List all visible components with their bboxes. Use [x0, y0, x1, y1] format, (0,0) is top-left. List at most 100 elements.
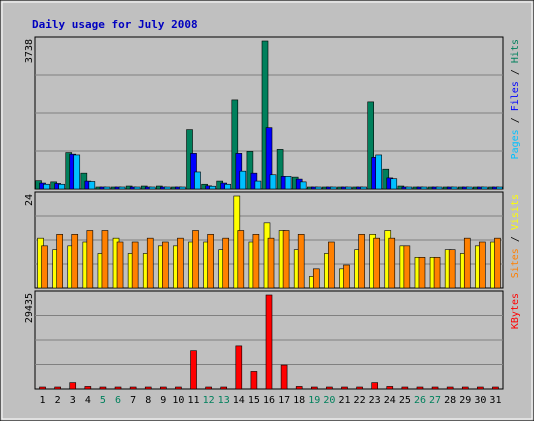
- day-label-8: 8: [145, 395, 151, 406]
- legend-part: Pages: [510, 129, 521, 159]
- day-label-7: 7: [130, 395, 136, 406]
- bar-hits-pages-day-16: [269, 174, 277, 190]
- bar-kbytes-kbytes-day-30: [477, 386, 484, 390]
- bar-hits-hits-day-23: [367, 101, 374, 190]
- bar-visits-sites-day-30: [479, 241, 486, 289]
- bar-hits-hits-day-17: [276, 149, 284, 190]
- legend-part: /: [510, 111, 521, 129]
- bar-visits-sites-day-7: [131, 241, 139, 289]
- bar-hits-pages-day-28: [450, 186, 458, 190]
- bar-hits-pages-day-1: [43, 183, 50, 190]
- bar-hits-pages-day-14: [239, 170, 247, 190]
- bar-hits-pages-day-10: [179, 186, 186, 190]
- bar-hits-files-day-11: [190, 153, 197, 190]
- bar-hits-pages-day-12: [209, 185, 216, 190]
- day-label-26: 26: [414, 395, 426, 406]
- bar-kbytes-kbytes-day-13: [220, 386, 228, 390]
- bar-kbytes-kbytes-day-1: [39, 386, 46, 390]
- bar-kbytes-kbytes-day-31: [492, 386, 499, 390]
- bar-hits-pages-day-25: [405, 186, 413, 190]
- legend-part: KBytes: [510, 293, 521, 329]
- panel-kbytes-max-label: 29435: [24, 293, 35, 323]
- legend-part: Sites: [510, 248, 521, 278]
- panel-hits: 3738 Pages / Files / Hits: [24, 36, 521, 190]
- day-label-5: 5: [100, 395, 106, 406]
- bar-hits-hits-day-16: [261, 40, 269, 190]
- bar-visits-sites-day-25: [403, 245, 411, 289]
- bar-hits-pages-day-17: [284, 176, 292, 190]
- bar-visits-sites-day-8: [146, 237, 154, 289]
- bar-visits-sites-day-22: [358, 234, 365, 289]
- chart-title: Daily usage for July 2008: [32, 18, 198, 31]
- bar-visits-sites-day-26: [418, 257, 426, 289]
- panel-visits-max-label: 24: [24, 194, 35, 206]
- day-label-27: 27: [429, 395, 441, 406]
- bar-kbytes-kbytes-day-26: [416, 386, 424, 390]
- legend-part: Hits: [510, 39, 521, 63]
- day-label-11: 11: [187, 395, 199, 406]
- bar-hits-pages-day-5: [103, 186, 111, 190]
- panel-visits: 24 Sites / Visits: [24, 191, 521, 289]
- panel-kbytes-legend: KBytes: [510, 293, 521, 329]
- bar-kbytes-kbytes-day-11: [190, 350, 197, 390]
- bar-kbytes-kbytes-day-18: [295, 386, 303, 390]
- bar-kbytes-kbytes-day-2: [54, 386, 61, 390]
- bar-hits-files-day-16: [265, 127, 273, 190]
- bar-visits-sites-day-12: [207, 234, 214, 289]
- bar-kbytes-kbytes-day-16: [265, 294, 273, 390]
- bar-visits-sites-day-27: [433, 257, 441, 289]
- day-label-16: 16: [263, 395, 275, 406]
- bar-visits-sites-day-29: [463, 237, 471, 289]
- bar-hits-hits-day-15: [246, 151, 254, 190]
- chart-bevel: [1, 1, 533, 420]
- bar-hits-pages-day-30: [481, 186, 488, 190]
- bar-visits-sites-day-31: [494, 237, 501, 289]
- bar-visits-sites-day-28: [448, 249, 456, 289]
- bar-visits-sites-day-13: [222, 237, 230, 289]
- bar-hits-pages-day-27: [435, 186, 443, 190]
- legend-part: /: [510, 63, 521, 81]
- day-label-19: 19: [308, 395, 320, 406]
- bar-visits-sites-day-11: [192, 230, 199, 289]
- bar-kbytes-kbytes-day-4: [84, 386, 92, 390]
- bar-kbytes-kbytes-day-23: [371, 382, 378, 390]
- day-label-18: 18: [293, 395, 305, 406]
- bar-kbytes-kbytes-day-27: [431, 386, 439, 390]
- day-label-25: 25: [399, 395, 411, 406]
- bar-visits-sites-day-24: [388, 237, 396, 289]
- bar-kbytes-kbytes-day-19: [310, 386, 318, 390]
- bar-kbytes-kbytes-day-5: [99, 386, 107, 390]
- bar-hits-pages-day-6: [118, 186, 126, 190]
- bar-visits-sites-day-9: [162, 241, 169, 289]
- bar-visits-sites-day-5: [101, 230, 109, 289]
- bar-kbytes-kbytes-day-29: [461, 386, 469, 390]
- bar-hits-pages-day-18: [299, 181, 307, 190]
- bar-visits-sites-day-6: [116, 241, 124, 289]
- bar-hits-pages-day-3: [73, 154, 81, 190]
- bar-visits-sites-day-15: [252, 234, 260, 289]
- panel-kbytes: 29435 KBytes: [24, 290, 521, 390]
- bar-visits-sites-day-16: [267, 237, 275, 289]
- day-label-1: 1: [40, 395, 46, 406]
- day-label-2: 2: [55, 395, 61, 406]
- bar-kbytes-kbytes-day-21: [341, 386, 348, 390]
- day-label-14: 14: [233, 395, 245, 406]
- bar-visits-sites-day-20: [328, 241, 335, 289]
- bar-visits-sites-day-1: [41, 245, 48, 289]
- bar-hits-pages-day-9: [164, 186, 171, 190]
- day-label-31: 31: [489, 395, 501, 406]
- legend-part: Files: [510, 81, 521, 111]
- bar-kbytes-kbytes-day-6: [114, 386, 122, 390]
- bar-hits-pages-day-19: [314, 186, 322, 190]
- day-label-28: 28: [444, 395, 456, 406]
- bar-kbytes-kbytes-day-22: [356, 386, 363, 390]
- bar-hits-pages-day-22: [360, 186, 367, 190]
- bar-kbytes-kbytes-day-17: [280, 364, 288, 390]
- day-label-4: 4: [85, 395, 91, 406]
- day-label-10: 10: [172, 395, 184, 406]
- bar-visits-sites-day-19: [312, 268, 320, 289]
- bar-visits-sites-day-10: [177, 237, 184, 289]
- bar-hits-pages-day-23: [375, 154, 382, 190]
